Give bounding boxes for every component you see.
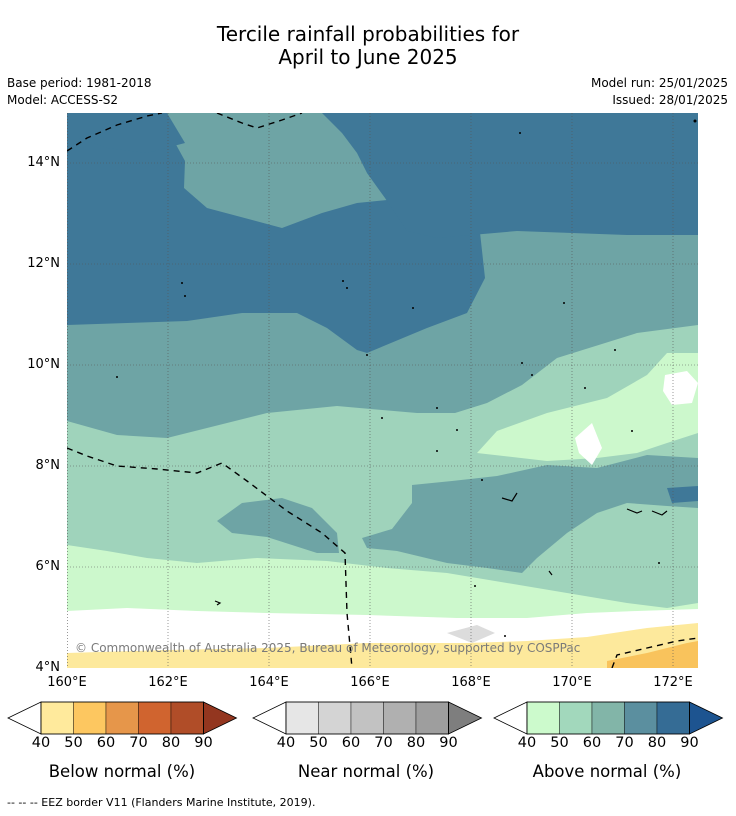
legend-outline — [285, 701, 449, 735]
legend-outline — [526, 701, 690, 735]
legend-tick-label: 70 — [615, 735, 634, 751]
atoll-dots — [116, 119, 697, 637]
legend-tick-label: 60 — [96, 735, 116, 751]
legend-colorbars — [7, 701, 724, 735]
base-period: Base period: 1981-2018 — [7, 76, 152, 90]
legend-swatch — [285, 701, 319, 735]
legend-swatch — [73, 701, 107, 735]
legend-swatch — [350, 701, 384, 735]
map-title-line2: April to June 2025 — [278, 45, 458, 69]
lat-label-4n: 4°N — [35, 660, 61, 675]
near-normal-patch-middle — [575, 423, 602, 465]
legend-tick-label: 90 — [194, 735, 213, 751]
lat-label-8n: 8°N — [35, 458, 61, 473]
legend-swatch — [559, 701, 593, 735]
lon-label-172e: 172°E — [653, 675, 693, 690]
legend-swatch — [415, 701, 449, 735]
lon-label-160e: 160°E — [47, 675, 87, 690]
legend-swatch — [383, 701, 417, 735]
legend-swatch — [624, 701, 658, 735]
map-canvas — [67, 113, 698, 668]
islands — [214, 492, 668, 606]
rainfall-map — [67, 113, 698, 668]
zone-below-40 — [67, 623, 698, 668]
legend-near-normal — [252, 701, 483, 735]
lon-label-168e: 168°E — [451, 675, 491, 690]
zone-above-60-middle — [362, 455, 698, 573]
legend-above-normal-title: Above normal (%) — [532, 762, 682, 781]
legend-tick-label: 80 — [161, 735, 181, 751]
legend-swatch — [138, 701, 172, 735]
issued-date: Issued: 28/01/2025 — [612, 93, 728, 107]
legend-tick-label: 70 — [129, 735, 148, 751]
model-name: Model: ACCESS-S2 — [7, 93, 119, 107]
copyright-notice: © Commonwealth of Australia 2025, Bureau… — [75, 641, 581, 655]
legend-extend-high — [203, 701, 238, 735]
legend-tick-label: 50 — [550, 735, 569, 751]
legend-swatch — [526, 701, 560, 735]
legend-below-normal — [7, 701, 238, 735]
model-run: Model run: 25/01/2025 — [590, 76, 728, 90]
legend-tick-label: 40 — [31, 735, 51, 751]
legend-swatch — [656, 701, 690, 735]
lon-label-166e: 166°E — [350, 675, 390, 690]
legend-tick-label: 80 — [647, 735, 667, 751]
legend-tick-label: 50 — [64, 735, 83, 751]
legend-tick-label: 60 — [341, 735, 361, 751]
zone-below-50 — [607, 641, 698, 668]
lat-label-6n: 6°N — [35, 559, 61, 574]
lat-label-12n: 12°N — [27, 256, 60, 271]
lon-label-164e: 164°E — [249, 675, 289, 690]
legend-tick-label: 90 — [439, 735, 458, 751]
legend-swatch — [170, 701, 204, 735]
map-title-line1: Tercile rainfall probabilities for — [216, 22, 520, 46]
zone-above-60-west — [217, 498, 339, 553]
legend-extend-low — [493, 701, 528, 735]
legend-extend-high — [689, 701, 724, 735]
lon-label-170e: 170°E — [552, 675, 592, 690]
near-normal-patch-east — [663, 371, 698, 405]
legend-near-normal-title: Near normal (%) — [297, 762, 435, 781]
legend-outline — [40, 701, 204, 735]
legend-tick-label: 80 — [406, 735, 426, 751]
lon-label-162e: 162°E — [148, 675, 188, 690]
zone-above-70-small — [667, 486, 698, 503]
legend-extend-high — [448, 701, 483, 735]
legend-below-normal-title: Below normal (%) — [48, 762, 196, 781]
legend-extend-low — [7, 701, 42, 735]
zone-above-70-corner — [77, 113, 185, 153]
legend-extend-low — [252, 701, 287, 735]
legend-tick-label: 60 — [582, 735, 602, 751]
zone-above-40-east — [477, 353, 698, 461]
map-gridlines — [67, 113, 698, 668]
legend-above-normal — [493, 701, 724, 735]
legend-swatch — [591, 701, 625, 735]
legend-swatch — [318, 701, 352, 735]
legend-swatch — [40, 701, 74, 735]
zone-normal-50 — [447, 625, 495, 643]
lat-label-10n: 10°N — [27, 357, 60, 372]
zone-above-70-east — [322, 113, 698, 238]
legend-tick-label: 40 — [517, 735, 537, 751]
legend-tick-label: 50 — [309, 735, 328, 751]
legend-tick-label: 90 — [680, 735, 699, 751]
legend-tick-label: 40 — [276, 735, 296, 751]
legend-tick-label: 70 — [374, 735, 393, 751]
lat-label-14n: 14°N — [27, 155, 60, 170]
eez-border — [67, 113, 698, 668]
legend-swatch — [105, 701, 139, 735]
zone-above-70-west — [67, 113, 485, 353]
eez-footnote: -- -- -- EEZ border V11 (Flanders Marine… — [7, 796, 316, 809]
